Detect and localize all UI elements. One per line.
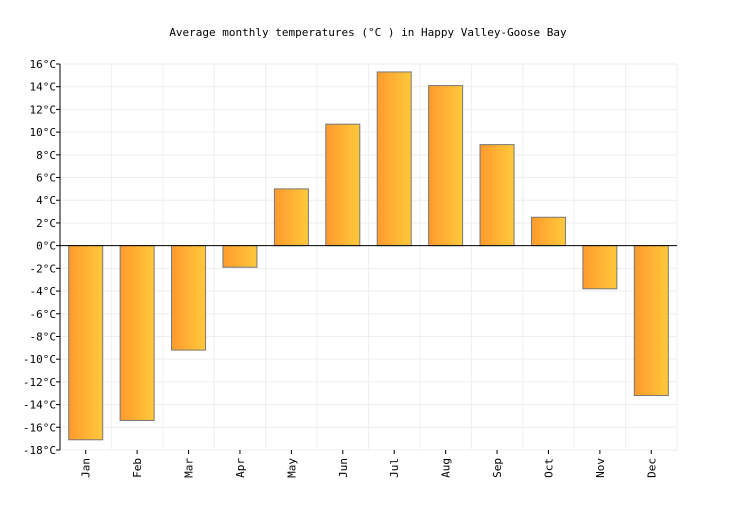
y-tick-label: -16°C bbox=[23, 421, 56, 434]
x-tick-label: Dec bbox=[645, 458, 658, 478]
y-tick-label: -4°C bbox=[30, 285, 57, 298]
y-tick-label: 0°C bbox=[36, 240, 56, 253]
x-tick-label: Apr bbox=[234, 458, 247, 478]
y-tick-label: -2°C bbox=[30, 262, 57, 275]
x-tick-label: Aug bbox=[440, 458, 453, 478]
y-tick-label: 2°C bbox=[36, 217, 56, 230]
y-tick-label: 10°C bbox=[30, 126, 57, 139]
chart-title: Average monthly temperatures (°C ) in Ha… bbox=[169, 26, 567, 39]
y-tick-label: -14°C bbox=[23, 399, 56, 412]
x-tick-label: Feb bbox=[131, 458, 144, 478]
x-tick-label: Oct bbox=[542, 458, 555, 478]
bar-aug bbox=[428, 85, 464, 247]
y-tick-label: 12°C bbox=[30, 103, 57, 116]
y-tick-label: -6°C bbox=[30, 308, 57, 321]
y-tick-label: -12°C bbox=[23, 376, 56, 389]
y-tick-label: 4°C bbox=[36, 194, 56, 207]
x-tick-label: Jul bbox=[388, 458, 401, 478]
bar-jun bbox=[325, 123, 361, 247]
bar-dec bbox=[633, 245, 669, 397]
y-tick-label: 16°C bbox=[30, 58, 57, 71]
x-tick-label: Jan bbox=[80, 458, 93, 478]
bar-apr bbox=[222, 245, 258, 268]
x-tick-label: Sep bbox=[491, 458, 504, 478]
y-tick-label: -10°C bbox=[23, 353, 56, 366]
y-tick-label: 8°C bbox=[36, 149, 56, 162]
bar-jul bbox=[376, 71, 412, 247]
bar-mar bbox=[171, 245, 207, 351]
y-tick-label: -8°C bbox=[30, 330, 57, 343]
x-tick-label: Jun bbox=[337, 458, 350, 478]
bar-may bbox=[273, 188, 309, 247]
bar-nov bbox=[582, 245, 618, 290]
bar-oct bbox=[530, 216, 566, 247]
y-tick-label: 14°C bbox=[30, 81, 57, 94]
x-tick-label: Mar bbox=[183, 458, 196, 478]
bar-sep bbox=[479, 144, 515, 247]
bar-feb bbox=[119, 245, 155, 421]
x-tick-label: Nov bbox=[594, 458, 607, 478]
bar-jan bbox=[68, 245, 104, 441]
y-tick-label: 6°C bbox=[36, 172, 56, 185]
x-tick-label: May bbox=[285, 458, 298, 478]
y-tick-label: -18°C bbox=[23, 444, 56, 457]
